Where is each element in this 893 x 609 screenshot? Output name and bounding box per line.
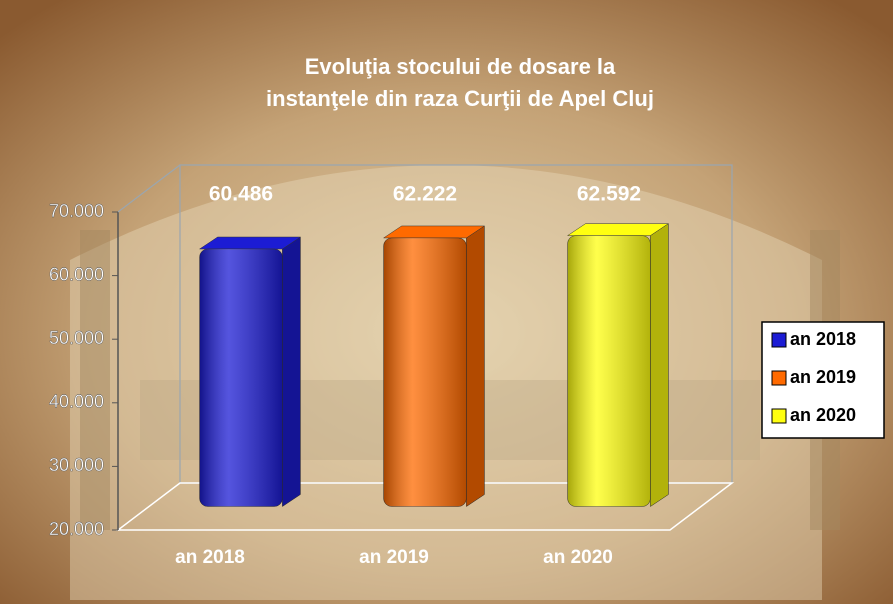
bar-side xyxy=(282,236,301,507)
legend-swatch xyxy=(771,370,787,386)
column-decoration xyxy=(80,230,110,530)
floor xyxy=(115,482,735,531)
y-tick-label: 50.000 xyxy=(49,328,104,348)
y-tick-label: 30.000 xyxy=(49,455,104,475)
bar-side xyxy=(650,223,669,507)
chart-title: Evoluţia stocului de dosare la xyxy=(305,54,616,79)
value-label: 62.592 xyxy=(577,183,641,206)
bar-side xyxy=(466,225,485,507)
bar-shading xyxy=(567,235,651,507)
bar-top xyxy=(566,223,670,236)
bar-shading xyxy=(383,237,467,507)
bar-shading xyxy=(199,249,283,507)
legend-label: an 2018 xyxy=(790,329,856,349)
y-tick-label: 40.000 xyxy=(49,392,104,412)
x-tick-label: an 2018 xyxy=(175,547,245,568)
x-tick-label: an 2019 xyxy=(359,547,429,568)
legend-swatch xyxy=(771,332,787,348)
chart-title: instanţele din raza Curţii de Apel Cluj xyxy=(266,86,654,111)
bar-top xyxy=(382,225,486,239)
side-wall xyxy=(117,164,181,213)
y-tick-label: 70.000 xyxy=(49,201,104,221)
value-label: 62.222 xyxy=(393,183,457,206)
y-tick-label: 60.000 xyxy=(49,264,104,284)
y-tick-label: 20.000 xyxy=(49,519,104,539)
legend-label: an 2020 xyxy=(790,405,856,425)
legend-swatch xyxy=(771,408,787,424)
value-label: 60.486 xyxy=(209,183,273,206)
x-tick-label: an 2020 xyxy=(543,547,613,568)
bar-top xyxy=(198,236,302,250)
legend-label: an 2019 xyxy=(790,367,856,387)
